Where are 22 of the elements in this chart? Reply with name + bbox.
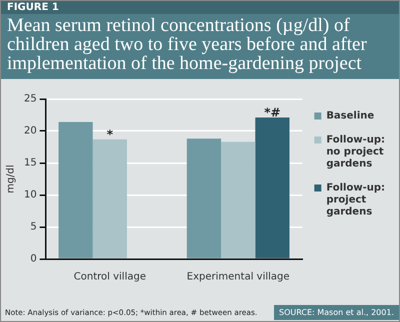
- y-tick-label: 25: [24, 94, 37, 105]
- y-tick-label: 5: [30, 222, 37, 233]
- bar: [58, 122, 93, 258]
- legend-label: Follow-up: project gardens: [326, 182, 385, 218]
- bar: [186, 138, 222, 258]
- legend-label: Baseline: [326, 110, 374, 122]
- source-note: SOURCE: Mason et al., 2001.: [274, 304, 399, 320]
- annotation: *: [106, 127, 114, 142]
- y-tick-label: 0: [30, 254, 37, 265]
- bar: [221, 142, 256, 258]
- x-tick-label: Control village: [74, 272, 146, 283]
- y-tick-label: 10: [24, 190, 37, 201]
- legend-label: Follow-up: no project gardens: [326, 134, 385, 170]
- y-tick-label: 15: [24, 158, 37, 169]
- y-tick-label: 20: [24, 126, 37, 137]
- caption: FIGURE 1: [1, 1, 399, 14]
- y-axis-title: mg/dl: [6, 164, 17, 194]
- bar: [92, 139, 127, 258]
- annotation: *#: [264, 106, 281, 120]
- bar: [255, 118, 290, 258]
- x-tick-label: Experimental village: [186, 272, 290, 283]
- chart-title: Mean serum retinol concentrations (µg/dl) of children aged two to five years before and after implementation of the home-gardening project: [7, 15, 368, 74]
